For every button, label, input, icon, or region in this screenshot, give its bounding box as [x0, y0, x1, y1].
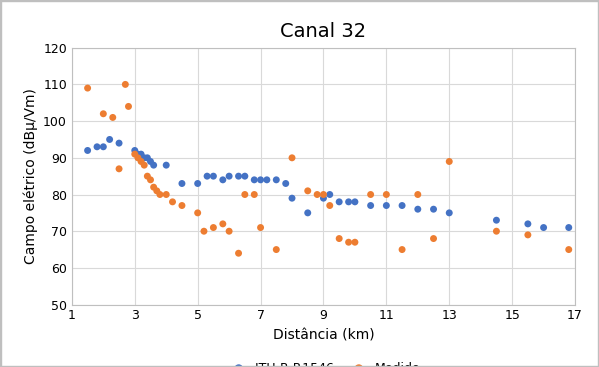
Medido — [413, 192, 423, 197]
Y-axis label: Campo elétrico (dBμ/Vm): Campo elétrico (dBμ/Vm) — [23, 88, 38, 264]
Medido — [319, 192, 328, 197]
Medido — [325, 203, 334, 208]
Medido — [98, 111, 108, 117]
Medido — [234, 250, 243, 256]
Medido — [397, 247, 407, 252]
Medido — [334, 236, 344, 241]
ITU-R P.1546 — [149, 162, 158, 168]
Medido — [240, 192, 250, 197]
ITU-R P.1546 — [256, 177, 265, 183]
Medido — [303, 188, 313, 194]
Medido — [256, 225, 265, 230]
Medido — [143, 173, 152, 179]
ITU-R P.1546 — [193, 181, 202, 186]
ITU-R P.1546 — [130, 148, 140, 153]
ITU-R P.1546 — [105, 137, 114, 142]
ITU-R P.1546 — [271, 177, 281, 183]
ITU-R P.1546 — [140, 155, 149, 161]
ITU-R P.1546 — [492, 217, 501, 223]
Medido — [108, 115, 117, 120]
ITU-R P.1546 — [224, 173, 234, 179]
Medido — [140, 162, 149, 168]
Medido — [382, 192, 391, 197]
Medido — [193, 210, 202, 216]
Medido — [146, 177, 155, 183]
Medido — [137, 159, 146, 164]
Medido — [288, 155, 297, 161]
Medido — [444, 159, 454, 164]
ITU-R P.1546 — [288, 195, 297, 201]
Medido — [155, 192, 165, 197]
ITU-R P.1546 — [397, 203, 407, 208]
ITU-R P.1546 — [325, 192, 334, 197]
Medido — [344, 239, 353, 245]
ITU-R P.1546 — [564, 225, 574, 230]
ITU-R P.1546 — [429, 206, 438, 212]
Medido — [492, 228, 501, 234]
ITU-R P.1546 — [382, 203, 391, 208]
ITU-R P.1546 — [262, 177, 271, 183]
ITU-R P.1546 — [413, 206, 423, 212]
Medido — [162, 192, 171, 197]
ITU-R P.1546 — [350, 199, 359, 205]
X-axis label: Distância (km): Distância (km) — [273, 328, 374, 342]
Medido — [350, 239, 359, 245]
ITU-R P.1546 — [303, 210, 313, 216]
ITU-R P.1546 — [83, 148, 92, 153]
Medido — [313, 192, 322, 197]
Medido — [271, 247, 281, 252]
Medido — [149, 184, 158, 190]
Medido — [83, 85, 92, 91]
Medido — [199, 228, 208, 234]
Medido — [123, 103, 133, 109]
Medido — [208, 225, 218, 230]
ITU-R P.1546 — [114, 140, 124, 146]
ITU-R P.1546 — [208, 173, 218, 179]
Medido — [120, 81, 130, 87]
Title: Canal 32: Canal 32 — [280, 22, 367, 41]
ITU-R P.1546 — [234, 173, 243, 179]
ITU-R P.1546 — [92, 144, 102, 150]
Medido — [224, 228, 234, 234]
Medido — [152, 188, 162, 194]
Medido — [133, 155, 143, 161]
Medido — [168, 199, 177, 205]
Medido — [249, 192, 259, 197]
ITU-R P.1546 — [319, 195, 328, 201]
ITU-R P.1546 — [539, 225, 549, 230]
ITU-R P.1546 — [218, 177, 228, 183]
Medido — [564, 247, 574, 252]
Medido — [366, 192, 376, 197]
ITU-R P.1546 — [344, 199, 353, 205]
Medido — [114, 166, 124, 172]
Medido — [523, 232, 533, 238]
ITU-R P.1546 — [137, 151, 146, 157]
Medido — [218, 221, 228, 227]
ITU-R P.1546 — [202, 173, 212, 179]
ITU-R P.1546 — [523, 221, 533, 227]
ITU-R P.1546 — [146, 159, 155, 164]
ITU-R P.1546 — [240, 173, 250, 179]
ITU-R P.1546 — [143, 155, 152, 161]
ITU-R P.1546 — [444, 210, 454, 216]
ITU-R P.1546 — [98, 144, 108, 150]
ITU-R P.1546 — [366, 203, 376, 208]
ITU-R P.1546 — [281, 181, 291, 186]
ITU-R P.1546 — [334, 199, 344, 205]
Legend: ITU-R P.1546, Medido: ITU-R P.1546, Medido — [221, 357, 426, 367]
ITU-R P.1546 — [162, 162, 171, 168]
Medido — [429, 236, 438, 241]
ITU-R P.1546 — [133, 151, 143, 157]
Medido — [177, 203, 187, 208]
ITU-R P.1546 — [249, 177, 259, 183]
ITU-R P.1546 — [177, 181, 187, 186]
Medido — [130, 151, 140, 157]
